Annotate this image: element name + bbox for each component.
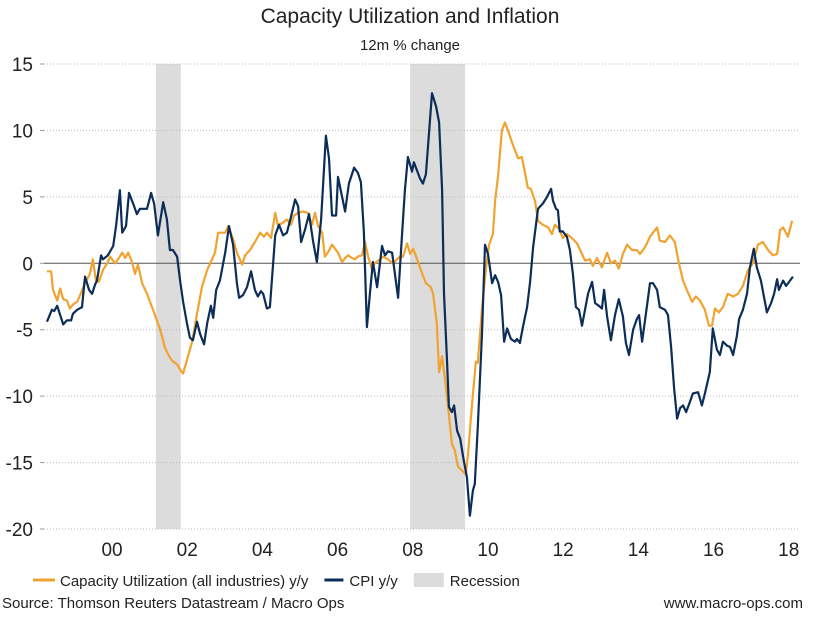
x-tick-label: 08 (402, 540, 423, 561)
x-tick-label: 02 (177, 540, 198, 561)
x-tick-label: 18 (778, 540, 799, 561)
legend-label-recession: Recession (450, 573, 520, 590)
cpi-line (45, 92, 794, 517)
recession-bands (156, 64, 466, 529)
legend-label-capacity-utilization: Capacity Utilization (all industries) y/… (60, 573, 309, 590)
legend: Capacity Utilization (all industries) y/… (33, 573, 520, 590)
recession-band (156, 64, 181, 529)
chart-subtitle: 12m % change (360, 37, 460, 54)
x-tick-label: 14 (628, 540, 650, 561)
x-tick-label: 00 (101, 540, 122, 561)
website-link[interactable]: www.macro-ops.com (663, 595, 803, 612)
y-tick-label: -5 (16, 321, 33, 342)
y-tick-label: 10 (12, 121, 33, 142)
x-tick-label: 12 (553, 540, 574, 561)
chart-title: Capacity Utilization and Inflation (261, 5, 560, 28)
y-tick-label: -10 (6, 387, 33, 408)
x-tick-label: 16 (703, 540, 724, 561)
y-tick-label: -20 (6, 520, 33, 541)
legend-swatch-recession (413, 573, 444, 587)
capacity-utilization-line (47, 121, 794, 476)
y-axis: 15 10 5 0 -5 -10 -15 -20 (6, 55, 44, 541)
y-tick-label: -15 (6, 454, 33, 475)
gridlines (44, 63, 800, 530)
y-tick-label: 0 (22, 254, 33, 275)
source-note: Source: Thomson Reuters Datastream / Mac… (2, 595, 344, 612)
x-tick-label: 10 (477, 540, 498, 561)
y-tick-label: 15 (12, 55, 33, 76)
x-tick-label: 06 (327, 540, 348, 561)
y-tick-label: 5 (22, 188, 33, 209)
x-tick-label: 04 (252, 540, 274, 561)
series-lines (45, 92, 794, 517)
legend-label-cpi: CPI y/y (349, 573, 398, 590)
x-axis: 00 02 04 06 08 10 12 14 16 18 (101, 540, 799, 561)
